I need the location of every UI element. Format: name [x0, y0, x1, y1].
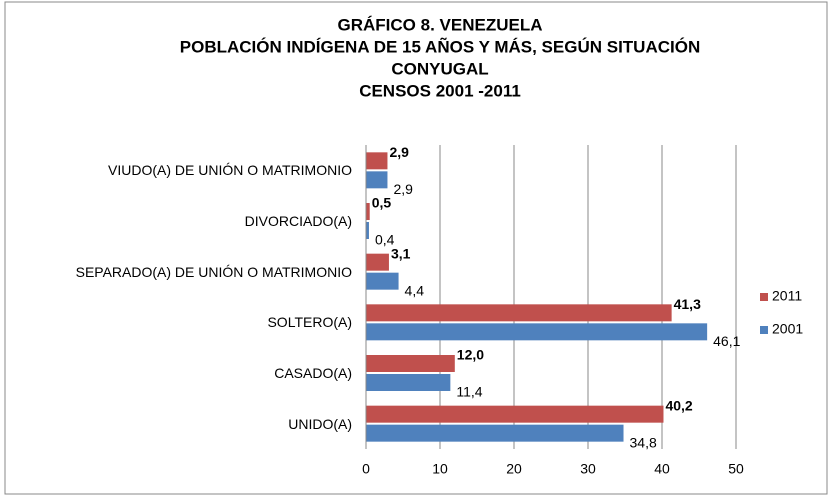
bar: [366, 152, 388, 170]
x-tick-label: 0: [362, 461, 370, 477]
data-label: 40,2: [665, 397, 692, 413]
y-tick-label: SOLTERO(A): [267, 314, 352, 331]
legend-label: 2011: [772, 288, 802, 304]
bar: [366, 304, 672, 322]
bar: [366, 203, 370, 220]
legend-label: 2001: [772, 321, 803, 337]
x-tick-label: 10: [432, 461, 448, 477]
y-tick-label: VIUDO(A) DE UNIÓN O MATRIMONIO: [108, 162, 352, 179]
data-label: 4,4: [405, 282, 425, 298]
legend-swatch: [760, 293, 768, 301]
bar: [366, 323, 708, 341]
data-label: 41,3: [674, 296, 701, 312]
chart-title: GRÁFICO 8. VENEZUELA: [338, 15, 543, 34]
y-tick-label: DIVORCIADO(A): [244, 213, 352, 229]
bar: [366, 355, 455, 372]
chart-title: POBLACIÓN INDÍGENA DE 15 AÑOS Y MÁS, SEG…: [180, 36, 700, 56]
data-label: 2,9: [389, 144, 409, 160]
bar: [366, 374, 451, 391]
bar: [366, 272, 399, 290]
chart-title: CONYUGAL: [391, 59, 488, 78]
data-label: 12,0: [457, 347, 484, 363]
data-label: 0,4: [375, 232, 395, 248]
bar: [366, 424, 624, 442]
bar: [366, 222, 369, 239]
bar: [366, 405, 664, 423]
y-tick-label: SEPARADO(A) DE UNIÓN O MATRIMONIO: [75, 263, 352, 280]
bar: [366, 253, 389, 271]
x-tick-label: 30: [580, 461, 596, 477]
y-tick-label: UNIDO(A): [288, 415, 352, 432]
data-label: 34,8: [630, 434, 657, 450]
data-label: 2,9: [393, 181, 413, 197]
y-tick-label: CASADO(A): [274, 365, 352, 381]
x-tick-label: 40: [654, 461, 670, 477]
data-label: 3,1: [391, 245, 411, 261]
data-label: 11,4: [456, 384, 482, 400]
bar: [366, 171, 388, 189]
x-tick-label: 50: [728, 461, 744, 477]
legend-swatch: [760, 326, 768, 334]
chart-title: CENSOS 2001 -2011: [359, 81, 521, 100]
x-tick-label: 20: [506, 461, 522, 477]
data-label: 46,1: [713, 333, 740, 349]
data-label: 0,5: [372, 195, 392, 211]
